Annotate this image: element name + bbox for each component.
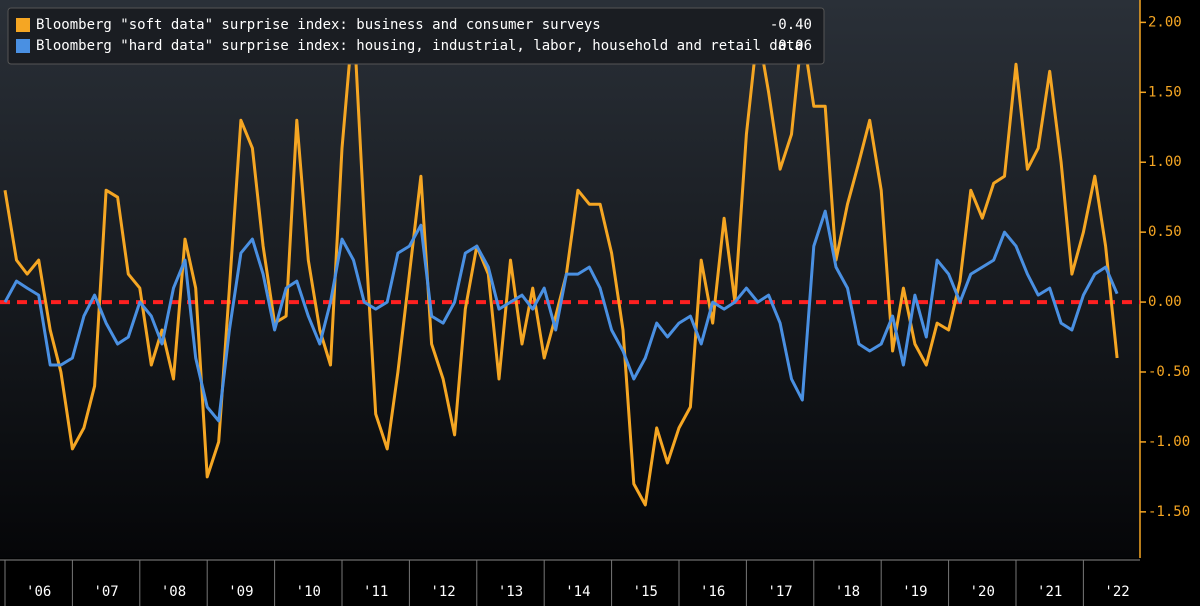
x-tick-label: '08 xyxy=(161,584,186,600)
y-tick-label: 0.50 xyxy=(1148,224,1182,240)
series-line xyxy=(3,209,1119,423)
x-tick-label: '07 xyxy=(93,584,118,600)
legend-label: Bloomberg "soft data" surprise index: bu… xyxy=(36,17,601,33)
x-tick-label: '09 xyxy=(228,584,253,600)
x-tick-label: '17 xyxy=(767,584,792,600)
x-tick-label: '15 xyxy=(633,584,658,600)
x-tick-label: '22 xyxy=(1104,584,1129,600)
legend-last-value: 0.06 xyxy=(778,38,812,54)
x-tick-label: '06 xyxy=(26,584,51,600)
y-tick-label: -1.00 xyxy=(1148,434,1190,450)
legend-label: Bloomberg "hard data" surprise index: ho… xyxy=(36,38,803,54)
x-axis-band xyxy=(0,558,1200,606)
legend: Bloomberg "soft data" surprise index: bu… xyxy=(7,7,825,65)
y-tick-label: -1.50 xyxy=(1148,504,1190,520)
x-tick-label: '13 xyxy=(498,584,523,600)
legend-swatch xyxy=(16,18,30,32)
y-tick-label: 0.00 xyxy=(1148,294,1182,310)
y-tick-label: 2.00 xyxy=(1148,14,1182,30)
x-tick-label: '14 xyxy=(565,584,590,600)
legend-box xyxy=(7,7,825,65)
legend-swatch xyxy=(16,39,30,53)
x-tick-label: '21 xyxy=(1037,584,1062,600)
x-tick-label: '18 xyxy=(835,584,860,600)
x-tick-label: '19 xyxy=(902,584,927,600)
x-tick-label: '12 xyxy=(430,584,455,600)
y-tick-label: 1.00 xyxy=(1148,154,1182,170)
x-tick-label: '10 xyxy=(296,584,321,600)
legend-last-value: -0.40 xyxy=(770,17,812,33)
x-tick-label: '20 xyxy=(970,584,995,600)
y-tick-label: -0.50 xyxy=(1148,364,1190,380)
x-tick-label: '11 xyxy=(363,584,388,600)
x-tick-label: '16 xyxy=(700,584,725,600)
y-tick-label: 1.50 xyxy=(1148,84,1182,100)
